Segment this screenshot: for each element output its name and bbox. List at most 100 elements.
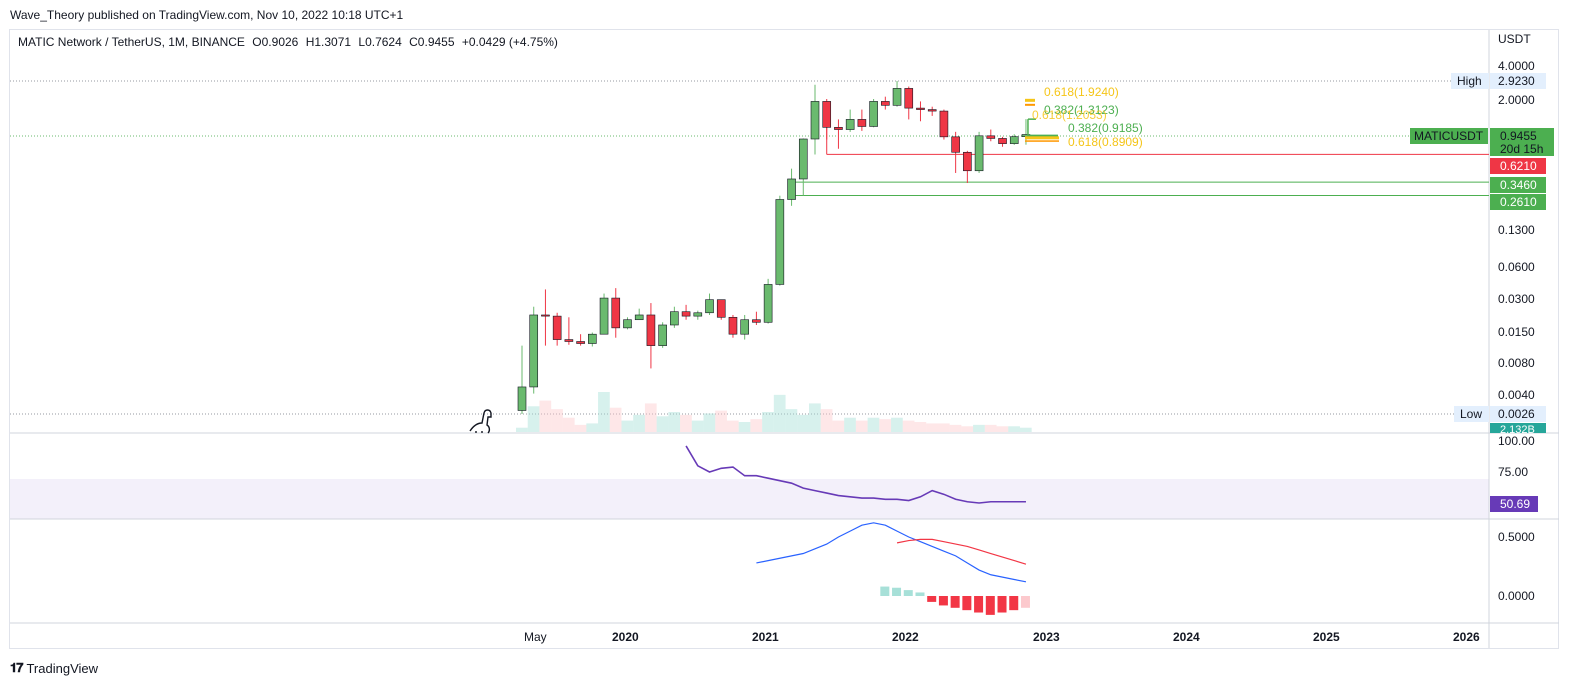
high-value: 2.9230 xyxy=(1498,74,1535,88)
candle-body xyxy=(892,88,902,106)
fib-orange-low xyxy=(1025,140,1059,142)
volume-bar xyxy=(891,417,903,432)
candle-body xyxy=(576,341,585,344)
candle-body xyxy=(916,107,925,110)
candle-body xyxy=(998,138,1007,144)
volume-bar xyxy=(691,420,704,432)
rsi-band xyxy=(10,479,1489,519)
price-tick: 0.0040 xyxy=(1498,388,1535,402)
support-tag-1: 0.3460 xyxy=(1500,178,1537,192)
volume-area xyxy=(516,392,1032,432)
fib-label-green-mid: 0.382(1.3123) xyxy=(1044,103,1119,117)
time-label: 2026 xyxy=(1453,630,1480,644)
price-tick: 0.0600 xyxy=(1498,260,1535,274)
candle-body xyxy=(951,136,960,153)
candle-body xyxy=(541,314,550,317)
macd-histogram-bar xyxy=(974,596,984,613)
last-price: 0.9455 xyxy=(1500,129,1537,143)
volume-bar xyxy=(644,403,657,432)
time-label: 2022 xyxy=(892,630,919,644)
volume-tag-bg xyxy=(1490,423,1546,433)
candle-body xyxy=(588,333,597,344)
price-tick: 0.1300 xyxy=(1498,223,1535,237)
candle-body xyxy=(552,315,562,340)
legend-open: O0.9026 xyxy=(252,35,299,49)
volume-bar xyxy=(820,409,833,432)
volume-bar xyxy=(1019,427,1032,432)
volume-bar xyxy=(562,417,575,432)
volume-bar xyxy=(621,420,634,432)
volume-tag: 2.132B xyxy=(1500,424,1535,436)
symbol-tag[interactable]: MATICUSDT xyxy=(1414,129,1484,143)
support-tag-1-bg xyxy=(1490,177,1546,193)
volume-bar xyxy=(715,410,727,432)
candle-body xyxy=(963,151,972,172)
candle-body xyxy=(646,314,656,346)
price-tick: 0.0150 xyxy=(1498,325,1535,339)
signal-line xyxy=(896,538,1027,565)
legend-symbol[interactable]: MATIC Network / TetherUS, 1M, BINANCE xyxy=(18,35,245,49)
volume-bar xyxy=(832,420,845,432)
fib-orange-top xyxy=(1025,103,1035,106)
resistance-tag-bg xyxy=(1490,158,1546,174)
legend-high: H1.3071 xyxy=(305,35,352,49)
support-tag-2: 0.2610 xyxy=(1500,195,1537,209)
high-value-bg xyxy=(1490,73,1546,89)
volume-bar xyxy=(598,392,610,432)
volume-bar xyxy=(656,416,669,432)
candle-body xyxy=(857,119,867,127)
rsi-tick: 75.00 xyxy=(1498,465,1528,479)
volume-bar xyxy=(785,409,798,432)
rsi-value: 50.69 xyxy=(1500,497,1530,511)
candlestick-series xyxy=(517,81,1031,414)
chart-legend: MATIC Network / TetherUS, 1M, BINANCE O0… xyxy=(18,35,562,49)
candle-body xyxy=(881,101,890,106)
candle-body xyxy=(974,135,984,172)
candle-body xyxy=(728,316,738,335)
low-label: Low xyxy=(1460,407,1482,421)
volume-bar xyxy=(844,417,856,432)
volume-bar xyxy=(855,420,868,432)
price-axis[interactable]: USDT 4.0000 2.0000 0.1300 0.0600 0.0300 … xyxy=(1498,32,1535,402)
candle-body xyxy=(810,101,820,140)
volume-bar xyxy=(738,422,751,432)
dinosaur-icon xyxy=(469,409,492,434)
macd-histogram-bar xyxy=(997,596,1007,613)
rsi-tick: 100.00 xyxy=(1498,434,1535,448)
fib-label-gold-top: 0.618(1.9240) xyxy=(1044,85,1119,99)
tradingview-branding[interactable]: 𝟏𝟕 TradingView xyxy=(10,660,98,676)
time-axis[interactable]: May 2020 2021 2022 2023 2024 2025 2026 xyxy=(524,630,1480,644)
support-tag-2-bg xyxy=(1490,194,1546,210)
volume-bar xyxy=(750,419,763,432)
macd-line xyxy=(756,522,1027,583)
fib-label-green-low: 0.382(0.9185) xyxy=(1068,121,1143,135)
volume-bar xyxy=(633,414,645,432)
legend-change: +0.0429 (+4.75%) xyxy=(461,35,558,49)
macd-histogram-bar xyxy=(985,596,995,615)
high-label-bg xyxy=(1451,73,1489,89)
fib-label-gold-mid: 0.618(1.2053) xyxy=(1032,108,1107,122)
candle-body xyxy=(986,135,996,139)
candle-body xyxy=(611,297,621,329)
bar-countdown: 20d 15h xyxy=(1500,142,1543,156)
candle-body xyxy=(798,138,808,180)
candle-body xyxy=(904,88,914,109)
low-label-bg xyxy=(1454,406,1489,422)
volume-bar xyxy=(879,419,892,432)
candle-body xyxy=(529,314,539,388)
volume-bar xyxy=(680,414,692,432)
candle-body xyxy=(845,119,855,130)
macd-histogram-bar xyxy=(1020,596,1030,608)
volume-bar xyxy=(949,424,962,432)
legend-close: C0.9455 xyxy=(409,35,455,49)
volume-bar xyxy=(926,423,938,432)
brand-name: TradingView xyxy=(26,660,99,676)
macd-histogram-bar xyxy=(915,592,925,596)
volume-bar xyxy=(1008,426,1020,432)
low-value-bg xyxy=(1490,406,1546,422)
volume-bar xyxy=(937,423,950,432)
fib-markers xyxy=(1025,98,1059,142)
price-tick: 2.0000 xyxy=(1498,93,1535,107)
candle-body xyxy=(775,199,785,285)
